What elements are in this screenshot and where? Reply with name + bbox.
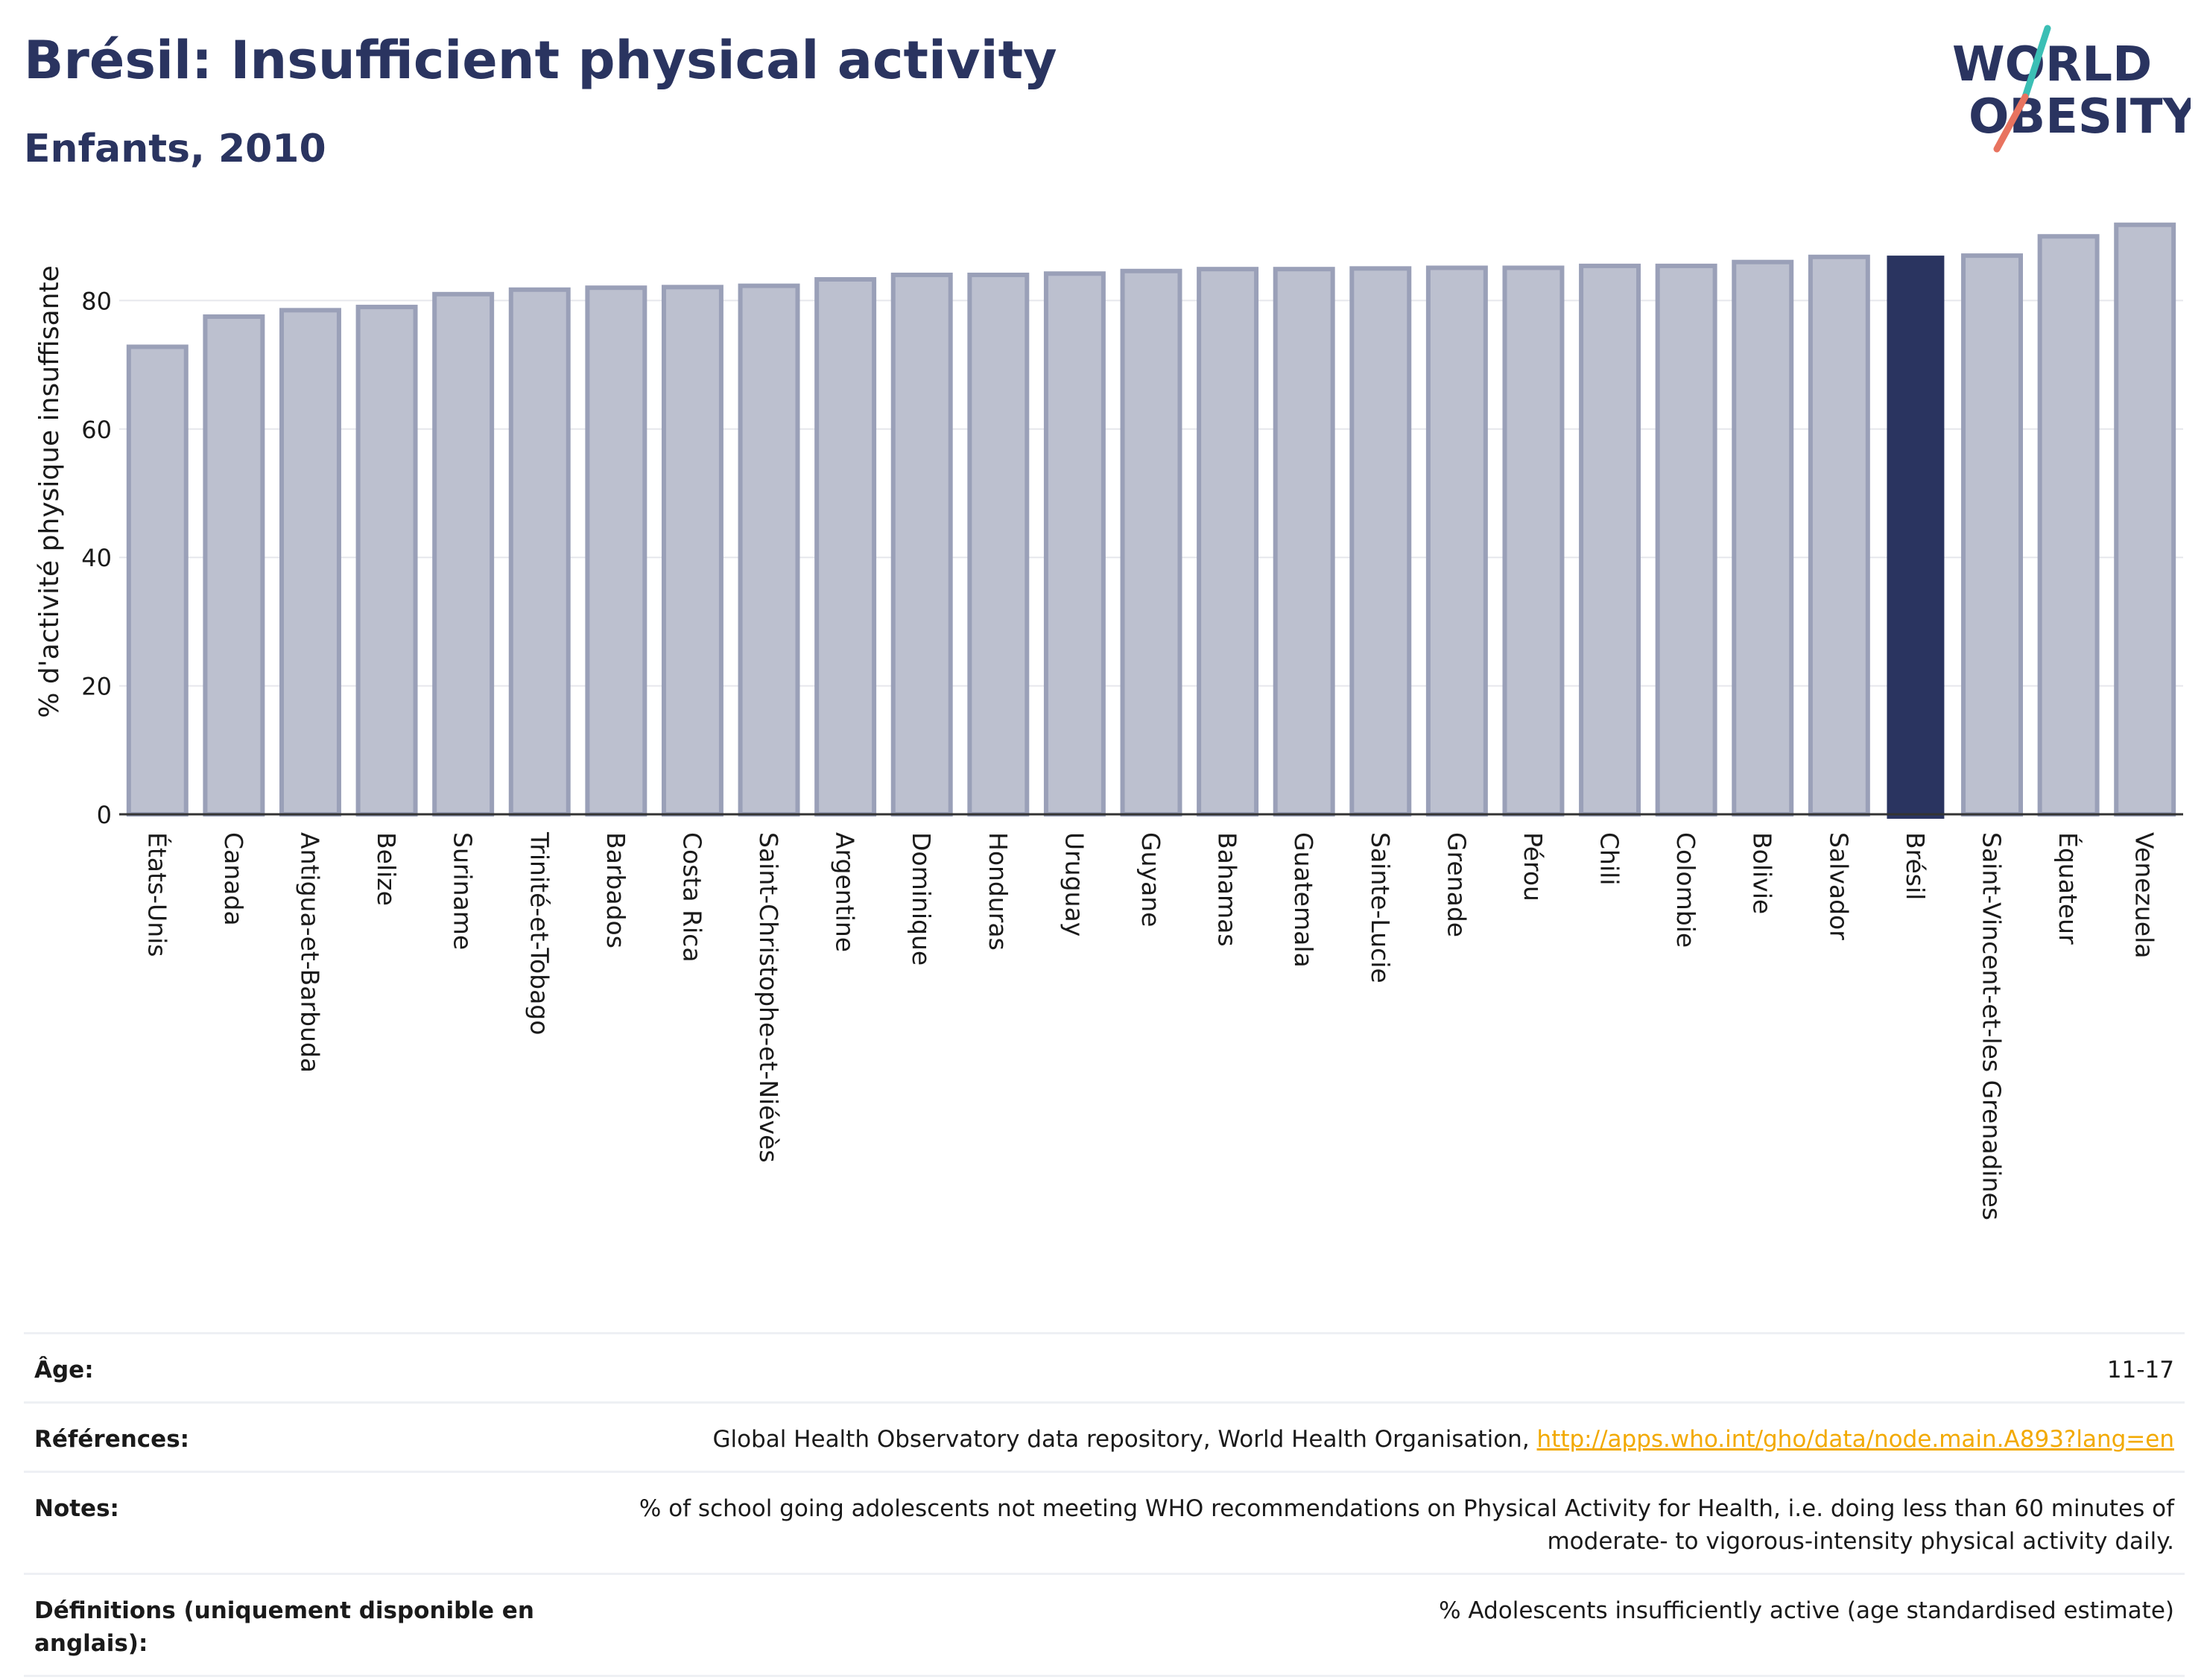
meta-row-definitions: Définitions (uniquement disponible en ang…: [24, 1573, 2185, 1677]
meta-notes-line2: moderate- to vigorous-intensity physical…: [1547, 1528, 2174, 1555]
meta-definitions-label-line2: anglais):: [34, 1630, 148, 1657]
bar-25: [2037, 234, 2100, 817]
x-tick-label: Belize: [372, 832, 401, 906]
bar-14: [1197, 267, 1259, 817]
meta-references-link[interactable]: http://apps.who.int/gho/data/node.main.A…: [1536, 1426, 2174, 1453]
x-tick-label: Chili: [1595, 832, 1624, 885]
y-tick-label: 40: [81, 544, 112, 572]
x-tick-label: Saint-Vincent-et-les Grenadines: [1977, 832, 2007, 1220]
x-tick-label: Bahamas: [1213, 832, 1242, 947]
x-tick-label: Salvador: [1824, 832, 1853, 940]
x-tick-label: Honduras: [984, 832, 1013, 951]
bar-11: [967, 272, 1030, 817]
meta-notes-label: Notes:: [34, 1495, 119, 1522]
x-tick-label: Grenade: [1442, 832, 1471, 937]
page-subtitle: Enfants, 2010: [24, 127, 326, 171]
meta-references-label: Références:: [34, 1426, 190, 1453]
x-tick-label: Canada: [219, 832, 248, 926]
x-tick-label: Guyane: [1136, 832, 1165, 927]
bar-22: [1808, 254, 1870, 817]
x-tick-label: Antigua-et-Barbuda: [295, 832, 324, 1073]
logo-slash-teal: [2021, 25, 2051, 101]
x-tick-label: Uruguay: [1060, 832, 1089, 936]
meta-age-value: 11-17: [2106, 1357, 2174, 1383]
axes: 0 20 40 60 80 États-Unis Canada Antigua-et-Barb…: [81, 287, 2183, 1220]
bar-10: [890, 272, 953, 817]
bar-7: [661, 285, 723, 817]
bar-2: [279, 308, 341, 817]
x-tick-label: Saint-Christophe-et-Niévès: [754, 832, 783, 1163]
x-tick-label: Barbados: [601, 832, 630, 948]
meta-definitions-value: % Adolescents insufficiently active (age…: [1439, 1597, 2174, 1624]
bar-24: [1961, 253, 2023, 817]
x-tick-label: Pérou: [1519, 832, 1548, 901]
y-tick-label: 0: [97, 801, 112, 829]
y-tick-label: 80: [81, 287, 112, 315]
meta-definitions-label-line1: Définitions (uniquement disponible en: [34, 1597, 534, 1624]
bar-0: [126, 344, 189, 817]
x-tick-label: Argentine: [831, 832, 860, 952]
bar-18: [1502, 265, 1565, 817]
bar-12: [1043, 271, 1106, 817]
x-tick-label: Brésil: [1901, 832, 1930, 900]
bar-4: [432, 291, 495, 817]
meta-references-value: Global Health Observatory data repositor…: [712, 1423, 2174, 1456]
meta-age-label: Âge:: [34, 1357, 94, 1383]
x-tick-label: Équateur: [2053, 832, 2083, 945]
bar-6: [585, 285, 647, 817]
x-tick-label: Colombie: [1671, 832, 1700, 948]
bars: [126, 222, 2176, 819]
bar-19: [1579, 263, 1641, 817]
x-tick-label: Suriname: [449, 832, 478, 950]
x-tick-label: Trinité-et-Tobago: [525, 831, 554, 1035]
bar-26: [2114, 222, 2176, 817]
meta-references-text: Global Health Observatory data repositor…: [712, 1426, 1537, 1453]
bar-5: [508, 287, 571, 817]
bar-8: [738, 283, 800, 817]
bar-9: [814, 276, 877, 817]
x-tick-label: Venezuela: [2130, 832, 2159, 958]
bar-13: [1120, 268, 1182, 817]
meta-notes-line1: % of school going adolescents not meetin…: [639, 1495, 2174, 1522]
bar-3: [355, 305, 418, 817]
x-tick-label: Bolivie: [1748, 832, 1777, 914]
bar-23: [1887, 256, 1945, 819]
bar-17: [1425, 265, 1488, 817]
bar-16: [1349, 266, 1412, 817]
meta-definitions-label: Définitions (uniquement disponible en ang…: [34, 1594, 556, 1660]
page-title: Brésil: Insufficient physical activity: [24, 30, 1057, 91]
x-tick-label: Dominique: [907, 832, 936, 966]
logo-line1: WORLD: [1952, 37, 2152, 92]
bar-15: [1273, 267, 1335, 817]
bar-20: [1655, 263, 1717, 817]
bar-21: [1732, 259, 1794, 817]
y-tick-label: 60: [81, 416, 112, 444]
y-tick-label: 20: [81, 673, 112, 701]
x-tick-label: Guatemala: [1289, 832, 1318, 968]
x-tick-label: Costa Rica: [677, 832, 706, 963]
meta-notes-value: % of school going adolescents not meetin…: [639, 1492, 2174, 1558]
bar-chart: 0 20 40 60 80 États-Unis Canada Antigua-et-Barb…: [34, 222, 2183, 1220]
meta-row-references: Références: Global Health Observatory da…: [24, 1401, 2185, 1471]
meta-row-notes: Notes: % of school going adolescents not…: [24, 1471, 2185, 1573]
bar-1: [203, 314, 265, 817]
x-tick-label: États-Unis: [142, 832, 172, 957]
logo-slash-coral: [1993, 93, 2029, 153]
y-axis-label: % d'activité physique insuffisante: [34, 265, 65, 717]
world-obesity-logo: WORLD OBESITY: [1952, 25, 2191, 153]
x-tick-label: Sainte-Lucie: [1366, 832, 1395, 983]
meta-row-age: Âge: 11-17: [24, 1332, 2185, 1401]
metadata-table: Âge: 11-17 Références: Global Health Obs…: [24, 1332, 2185, 1677]
